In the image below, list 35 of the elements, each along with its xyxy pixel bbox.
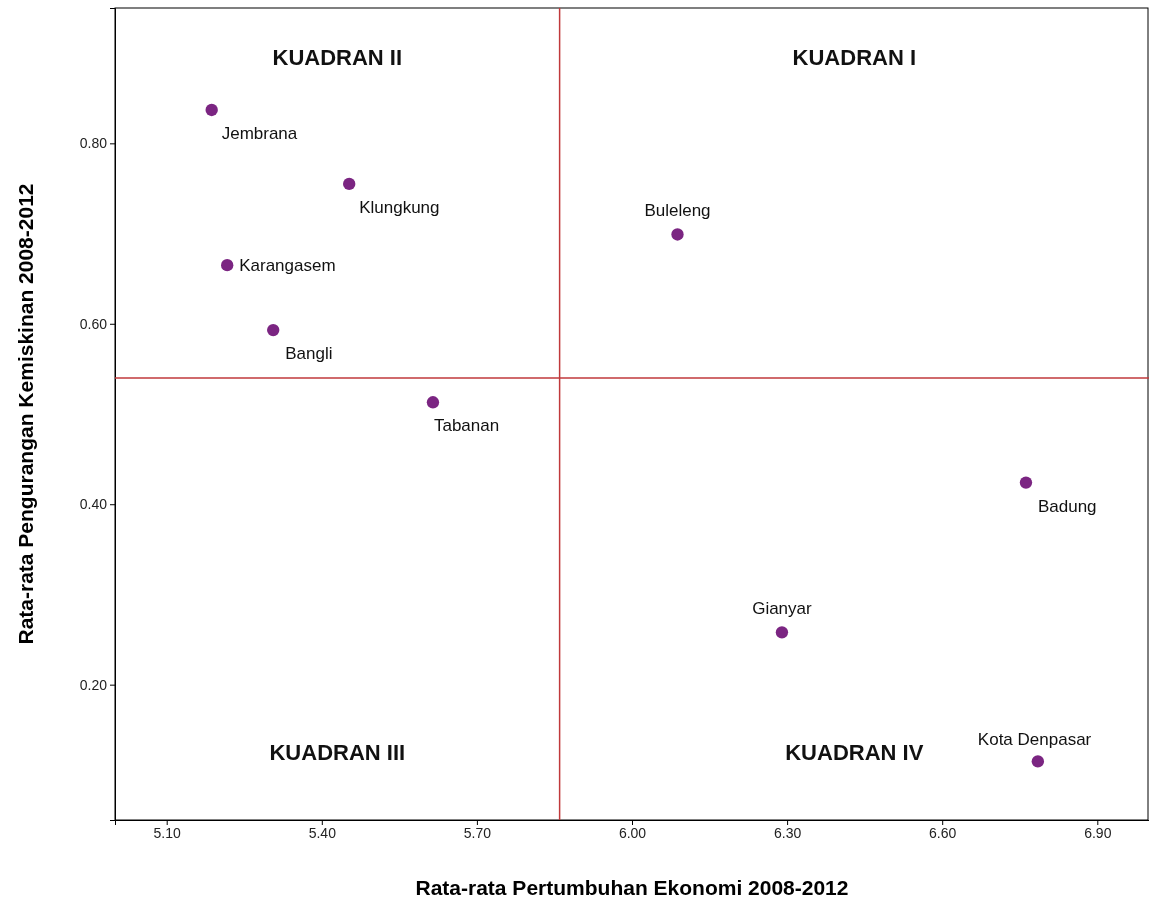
point [1019,476,1033,489]
point [671,228,684,241]
x-tick-label: 6.60 [929,824,957,841]
x-tick-label: 6.30 [773,824,802,841]
annotation: Karangasem [239,256,336,276]
point [221,258,234,272]
point [1031,755,1045,768]
annotation: KUADRAN III [269,740,406,765]
annotation: Tabanan [433,416,500,436]
y-tick-label: 0.80 [79,135,108,152]
x-tick-label: 5.70 [463,824,492,841]
y-axis-title: Rata-rata Pengurangan Kemiskinan 2008-2012 [14,183,37,645]
annotation: Badung [1037,496,1097,516]
x-tick-label: 6.90 [1084,824,1112,841]
y-tick-label: 0.60 [79,315,108,332]
point [775,626,789,639]
annotation: Gianyar [752,599,813,619]
annotation: Klungkung [359,197,440,217]
y-tick-label: 0.20 [79,676,108,693]
point [205,103,218,117]
annotation: Bangli [285,344,333,364]
annotation: KUADRAN II [272,45,403,70]
annotation: Kota Denpasar [977,730,1092,750]
annotation: KUADRAN I [792,45,917,70]
x-tick-label: 5.10 [153,824,182,841]
y-tick-label: 0.40 [79,496,108,513]
x-tick-label: 5.40 [308,824,337,841]
x-axis-title: Rata-rata Pertumbuhan Ekonomi 2008-2012 [415,876,849,899]
annotation: Jembrana [221,123,298,143]
point [343,177,356,191]
x-tick-label: 6.00 [618,824,647,841]
point [267,323,280,337]
point [426,396,440,409]
annotation: Buleleng [644,201,711,221]
annotation: KUADRAN IV [785,740,924,765]
